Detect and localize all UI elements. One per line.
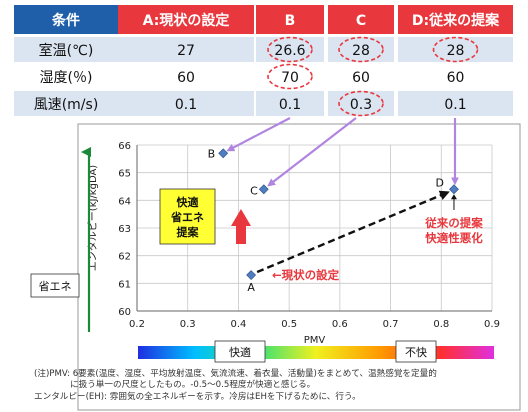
y-tick-label: 61 (118, 279, 131, 290)
y-tick-label: 64 (118, 196, 131, 207)
comfort-proposal-box (159, 188, 216, 245)
x-tick-label: 0.2 (129, 319, 145, 330)
table-cell (398, 64, 513, 89)
y-tick-label: 60 (118, 307, 131, 318)
table-cell (118, 64, 254, 89)
cell-value: 60 (177, 70, 195, 86)
highlight-circle (432, 36, 479, 63)
note-line: エンタルピー(EH): 雰囲気の全エネルギーを示す。冷房はEHを下げるために、行… (34, 390, 361, 402)
table-cell (14, 37, 118, 62)
chart-points: A B C D (208, 147, 459, 294)
x-tick-label: 0.9 (484, 319, 500, 330)
data-point-b (218, 148, 229, 159)
pmv-comfortable-label: 快適 (229, 345, 251, 359)
cell-value: 70 (281, 70, 299, 86)
table-cell (398, 91, 513, 116)
table-cell (118, 37, 254, 62)
data-point-label: A (247, 281, 255, 294)
highlight-circle (338, 90, 384, 117)
cell-value: 0.1 (175, 97, 197, 113)
y-tick-label: 62 (118, 252, 131, 263)
table-header-cell (328, 5, 394, 34)
red-up-arrow (231, 209, 251, 244)
arrow-b (226, 117, 291, 152)
y-tick-label: 65 (118, 169, 131, 180)
arrow-c (267, 117, 357, 187)
table-cell (398, 37, 513, 62)
pmv-uncomfortable-tag (395, 340, 437, 363)
pmv-gradient-bar (138, 346, 494, 359)
table-header-text: D:従来の提案 (412, 12, 500, 29)
comfort-box-text: 提案 (177, 225, 200, 239)
x-tick-label: 0.8 (433, 319, 449, 330)
pmv-bar: 快適 不快 (138, 340, 494, 363)
table-header-text: A:現状の設定 (143, 12, 230, 29)
x-tick-label: 0.3 (180, 319, 196, 330)
x-tick-label: 0.4 (230, 319, 246, 330)
x-tick-label: 0.7 (383, 319, 399, 330)
cell-value: 27 (177, 43, 195, 59)
highlight-circle (267, 63, 313, 90)
cell-value: 0.1 (279, 97, 301, 113)
table-cell (256, 91, 324, 116)
cell-value: 0.1 (444, 97, 466, 113)
cell-value: 26.6 (274, 43, 305, 59)
table-cell (328, 64, 394, 89)
table-cell (14, 64, 118, 89)
comfort-box-text: 快適 (176, 195, 199, 209)
data-point-d (449, 184, 459, 195)
cell-value: 60 (447, 70, 465, 86)
highlight-circle (267, 36, 313, 63)
energy-saving-box (30, 273, 80, 298)
table-header-cell (14, 5, 118, 34)
small-up-arrow-head (450, 194, 457, 200)
current-setting-label: ←現状の設定 (272, 268, 340, 282)
highlight-circle (338, 36, 384, 63)
cell-value: 28 (352, 43, 370, 59)
y-tick-label: 66 (118, 141, 131, 152)
cell-value: 28 (447, 43, 465, 59)
table-cell (14, 91, 118, 116)
previous-proposal-label: 快適性悪化 (424, 231, 483, 245)
chart-ticks: 60 61 62 63 64 65 66 0.2 0.3 0.4 0.5 0.6 0.7 0.8 0.9 PM… (87, 141, 500, 346)
data-point-c (258, 184, 269, 195)
row-label: 風速(m/s) (34, 97, 99, 113)
row-label: 湿度(％) (40, 70, 93, 86)
x-tick-label: 0.6 (332, 319, 348, 330)
table-header-cell (256, 5, 324, 34)
y-tick-label: 63 (118, 224, 131, 235)
energy-saving-label: 省エネ (39, 280, 72, 293)
table-header-text: C (356, 13, 366, 29)
data-point-label: B (208, 147, 216, 160)
pmv-comfortable-tag (214, 340, 266, 363)
table-cell (118, 91, 254, 116)
row-label: 室温(℃) (39, 42, 94, 59)
previous-proposal-label: 従来の提案 (424, 216, 483, 230)
x-axis-title: PMV (304, 335, 326, 346)
note-line: に扱う単一の尺度としたもの。-0.5～0.5程度が快適と感じる。 (70, 378, 315, 390)
x-tick-label: 0.5 (281, 319, 297, 330)
cell-value: 0.3 (350, 97, 372, 113)
footnotes: (注)PMV: 6要素(温度、湿度、平均放射温度、気流流速、着衣量、活動量)をま… (34, 367, 437, 402)
table-header-text: B (285, 13, 296, 29)
dashed-arrow-a-to-d (256, 190, 450, 274)
enthalpy-pmv-chart: 60 61 62 63 64 65 66 0.2 0.3 0.4 0.5 0.6 0.7 0.8 0.9 PM… (30, 117, 521, 411)
chart-grid (136, 144, 493, 312)
chart-frame (77, 123, 521, 411)
data-point-label: D (435, 176, 443, 189)
pmv-uncomfortable-label: 不快 (405, 346, 427, 359)
comfort-box-text: 省エネ (170, 210, 204, 224)
data-point-label: C (250, 184, 258, 197)
data-point-a (246, 270, 257, 280)
note-line: (注)PMV: 6要素(温度、湿度、平均放射温度、気流流速、着衣量、活動量)をま… (34, 367, 437, 379)
table-header-text: 条件 (51, 12, 80, 29)
table-header-cell (118, 5, 254, 34)
table-header-cell (398, 5, 513, 34)
cell-value: 60 (352, 70, 370, 86)
